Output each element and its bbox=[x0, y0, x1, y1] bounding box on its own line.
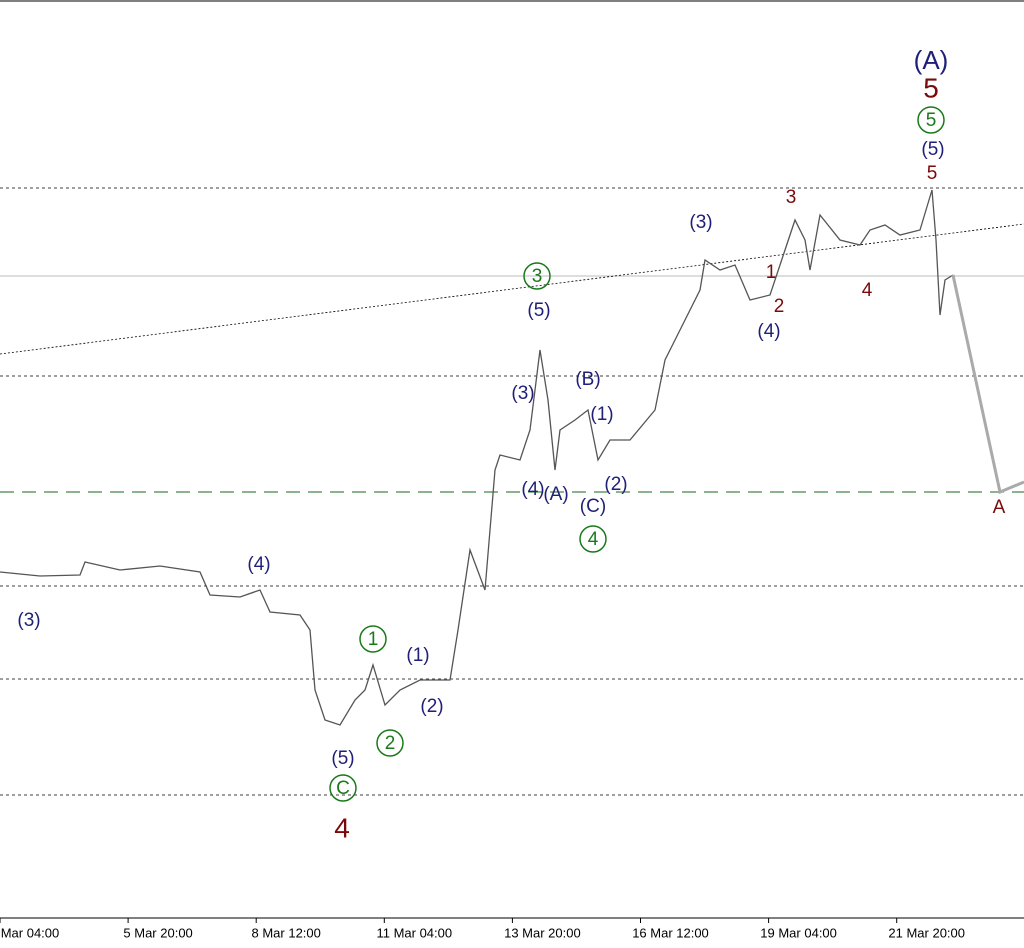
price bbox=[0, 189, 954, 726]
wave-label: 5 bbox=[923, 72, 939, 103]
wave-label: 3 bbox=[532, 266, 543, 287]
x-tick-label: 13 Mar 20:00 bbox=[504, 925, 581, 940]
wave-label: (2) bbox=[604, 474, 627, 495]
wave-label: (5) bbox=[331, 748, 354, 769]
wave-label: 1 bbox=[368, 629, 379, 650]
wave-label: 2 bbox=[774, 296, 785, 317]
wave-label: (B) bbox=[575, 369, 600, 390]
wave-label: (1) bbox=[590, 404, 613, 425]
wave-label: 4 bbox=[334, 812, 350, 843]
projection bbox=[951, 274, 1024, 495]
wave-label: (4) bbox=[521, 479, 544, 500]
wave-label: (4) bbox=[247, 554, 270, 575]
wave-label: 5 bbox=[926, 110, 937, 131]
wave-label: (5) bbox=[527, 300, 550, 321]
x-tick-label: 5 Mar 20:00 bbox=[123, 925, 192, 940]
wave-label: (4) bbox=[757, 321, 780, 342]
levels bbox=[0, 187, 1024, 796]
trend-line bbox=[0, 223, 1024, 355]
wave-labels: (A) 5 5 (5) 5 3 (3) 1 2 (4) 4 3 (5) (B) … bbox=[17, 45, 1005, 844]
wave-label: C bbox=[336, 778, 350, 799]
wave-label: 2 bbox=[385, 733, 396, 754]
wave-label: (1) bbox=[406, 645, 429, 666]
wave-label: 1 bbox=[766, 262, 777, 283]
wave-label: 3 bbox=[786, 187, 797, 208]
wave-label: A bbox=[993, 497, 1006, 518]
wave-label: (A) bbox=[914, 45, 949, 75]
wave-label: (3) bbox=[17, 610, 40, 631]
wave-label: 4 bbox=[588, 529, 599, 550]
x-tick-label: 11 Mar 04:00 bbox=[376, 925, 452, 940]
x-tick-label: 19 Mar 04:00 bbox=[760, 925, 837, 940]
x-tick-label: 21 Mar 20:00 bbox=[888, 925, 965, 940]
wave-label: (3) bbox=[689, 212, 712, 233]
wave-label: 5 bbox=[927, 163, 938, 184]
x-tick-label: Mar 04:00 bbox=[1, 925, 60, 940]
wave-label: (C) bbox=[580, 496, 606, 517]
wave-label: 4 bbox=[862, 280, 873, 301]
wave-label: (A) bbox=[543, 484, 568, 505]
x-tick-label: 16 Mar 12:00 bbox=[632, 925, 709, 940]
wave-label: (3) bbox=[511, 383, 534, 404]
wave-label: (5) bbox=[921, 139, 944, 160]
wave-label: (2) bbox=[420, 696, 443, 717]
circles bbox=[329, 106, 945, 802]
x-tick-label: 8 Mar 12:00 bbox=[252, 925, 321, 940]
